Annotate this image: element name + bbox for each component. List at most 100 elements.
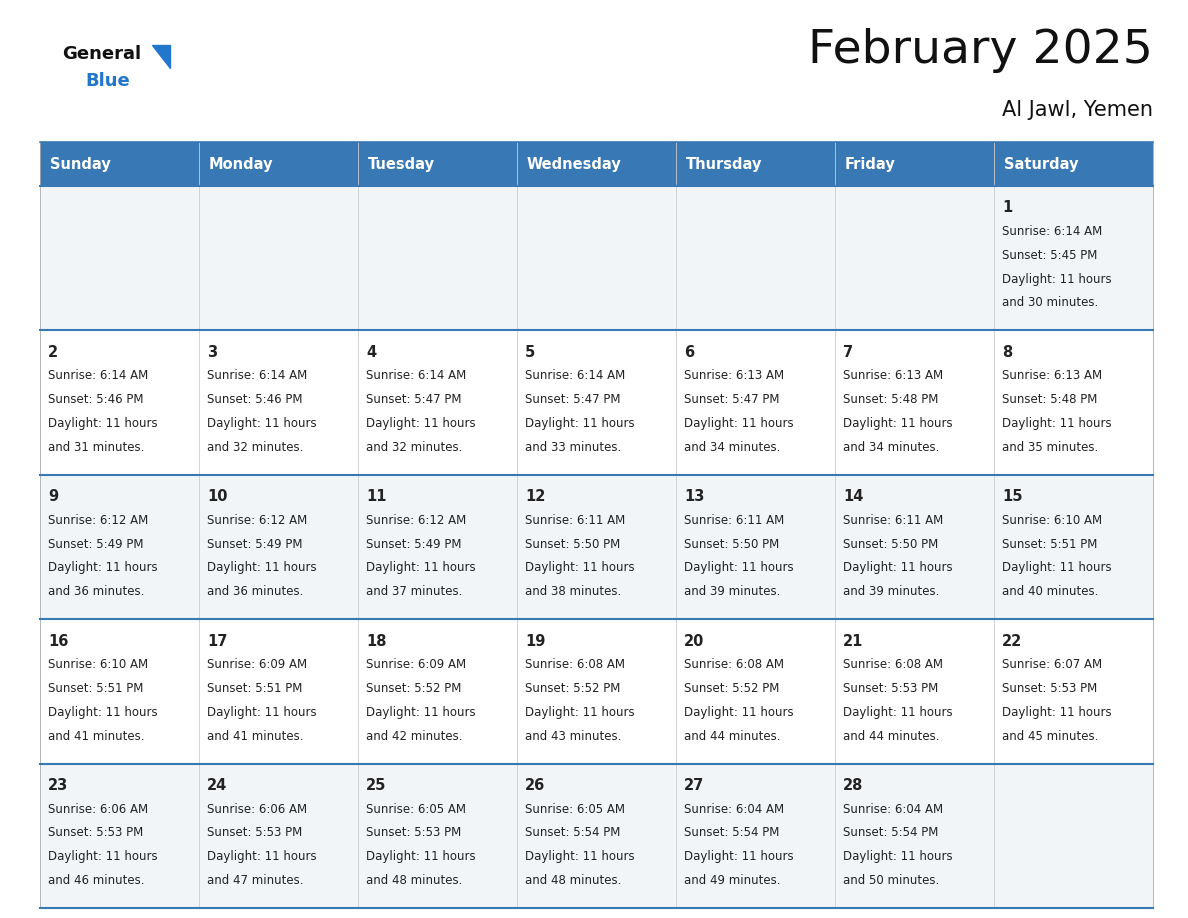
Text: and 47 minutes.: and 47 minutes.	[207, 874, 303, 887]
Bar	[994, 330, 1154, 475]
Bar	[40, 620, 200, 764]
Bar	[676, 142, 835, 186]
Bar	[517, 330, 676, 475]
Bar	[40, 186, 200, 330]
Text: Sunrise: 6:11 AM: Sunrise: 6:11 AM	[684, 514, 784, 527]
Text: Sunrise: 6:10 AM: Sunrise: 6:10 AM	[48, 658, 148, 671]
Text: Sunrise: 6:09 AM: Sunrise: 6:09 AM	[366, 658, 466, 671]
Text: and 36 minutes.: and 36 minutes.	[48, 586, 144, 599]
Text: Daylight: 11 hours: Daylight: 11 hours	[684, 850, 794, 863]
Text: 6: 6	[684, 345, 694, 360]
Bar	[358, 764, 517, 908]
Text: Sunset: 5:50 PM: Sunset: 5:50 PM	[525, 538, 620, 551]
Text: Daylight: 11 hours: Daylight: 11 hours	[684, 562, 794, 575]
Bar	[835, 330, 994, 475]
Text: and 42 minutes.: and 42 minutes.	[366, 730, 462, 743]
Text: and 40 minutes.: and 40 minutes.	[1001, 586, 1099, 599]
Text: Sunset: 5:51 PM: Sunset: 5:51 PM	[1001, 538, 1098, 551]
Text: and 48 minutes.: and 48 minutes.	[525, 874, 621, 887]
Text: and 45 minutes.: and 45 minutes.	[1001, 730, 1099, 743]
Bar	[358, 186, 517, 330]
Text: 2: 2	[48, 345, 58, 360]
Text: 10: 10	[207, 489, 227, 504]
Text: Sunset: 5:52 PM: Sunset: 5:52 PM	[525, 682, 620, 695]
Text: Daylight: 11 hours: Daylight: 11 hours	[525, 562, 634, 575]
Text: Daylight: 11 hours: Daylight: 11 hours	[207, 706, 316, 719]
Text: 26: 26	[525, 778, 545, 793]
Bar	[200, 620, 358, 764]
Text: and 41 minutes.: and 41 minutes.	[48, 730, 145, 743]
Text: Sunrise: 6:14 AM: Sunrise: 6:14 AM	[366, 369, 466, 383]
Bar	[200, 142, 358, 186]
Bar	[994, 186, 1154, 330]
Text: Sunrise: 6:14 AM: Sunrise: 6:14 AM	[207, 369, 308, 383]
Text: Sunrise: 6:07 AM: Sunrise: 6:07 AM	[1001, 658, 1102, 671]
Text: Daylight: 11 hours: Daylight: 11 hours	[843, 562, 953, 575]
Text: and 36 minutes.: and 36 minutes.	[207, 586, 303, 599]
Text: and 31 minutes.: and 31 minutes.	[48, 441, 144, 453]
Text: Daylight: 11 hours: Daylight: 11 hours	[843, 706, 953, 719]
Text: Sunrise: 6:13 AM: Sunrise: 6:13 AM	[1001, 369, 1102, 383]
Text: Sunrise: 6:08 AM: Sunrise: 6:08 AM	[843, 658, 943, 671]
Text: Daylight: 11 hours: Daylight: 11 hours	[366, 706, 475, 719]
Text: and 39 minutes.: and 39 minutes.	[684, 586, 781, 599]
Text: 21: 21	[843, 633, 864, 649]
Bar	[517, 764, 676, 908]
Text: Sunrise: 6:13 AM: Sunrise: 6:13 AM	[843, 369, 943, 383]
Text: Daylight: 11 hours: Daylight: 11 hours	[843, 417, 953, 430]
Text: Sunrise: 6:09 AM: Sunrise: 6:09 AM	[207, 658, 307, 671]
Text: Daylight: 11 hours: Daylight: 11 hours	[525, 417, 634, 430]
Bar	[676, 330, 835, 475]
Text: and 48 minutes.: and 48 minutes.	[366, 874, 462, 887]
Bar	[994, 475, 1154, 620]
Text: Al Jawl, Yemen: Al Jawl, Yemen	[1001, 100, 1154, 120]
Text: Monday: Monday	[209, 156, 273, 172]
Text: and 50 minutes.: and 50 minutes.	[843, 874, 940, 887]
Text: Sunset: 5:45 PM: Sunset: 5:45 PM	[1001, 249, 1098, 262]
Text: 22: 22	[1001, 633, 1022, 649]
Bar	[835, 186, 994, 330]
Text: 3: 3	[207, 345, 217, 360]
Text: Daylight: 11 hours: Daylight: 11 hours	[1001, 417, 1112, 430]
Text: Sunset: 5:49 PM: Sunset: 5:49 PM	[207, 538, 303, 551]
Bar	[517, 475, 676, 620]
Bar	[994, 764, 1154, 908]
Text: and 34 minutes.: and 34 minutes.	[843, 441, 940, 453]
Text: February 2025: February 2025	[808, 28, 1154, 73]
Text: Sunrise: 6:04 AM: Sunrise: 6:04 AM	[843, 802, 943, 815]
Bar	[517, 142, 676, 186]
Text: 27: 27	[684, 778, 704, 793]
Text: and 32 minutes.: and 32 minutes.	[207, 441, 303, 453]
Text: Daylight: 11 hours: Daylight: 11 hours	[207, 417, 316, 430]
Text: Sunrise: 6:12 AM: Sunrise: 6:12 AM	[207, 514, 308, 527]
Text: Sunrise: 6:13 AM: Sunrise: 6:13 AM	[684, 369, 784, 383]
Bar	[994, 142, 1154, 186]
Text: Sunset: 5:51 PM: Sunset: 5:51 PM	[48, 682, 144, 695]
Text: and 41 minutes.: and 41 minutes.	[207, 730, 303, 743]
Text: and 46 minutes.: and 46 minutes.	[48, 874, 145, 887]
Text: Sunset: 5:53 PM: Sunset: 5:53 PM	[843, 682, 939, 695]
Text: Daylight: 11 hours: Daylight: 11 hours	[843, 850, 953, 863]
Bar	[676, 620, 835, 764]
Text: Daylight: 11 hours: Daylight: 11 hours	[48, 417, 158, 430]
Text: 19: 19	[525, 633, 545, 649]
Text: Sunrise: 6:14 AM: Sunrise: 6:14 AM	[1001, 225, 1102, 238]
Text: Sunset: 5:47 PM: Sunset: 5:47 PM	[525, 393, 620, 406]
Text: and 49 minutes.: and 49 minutes.	[684, 874, 781, 887]
Text: and 30 minutes.: and 30 minutes.	[1001, 297, 1098, 309]
Text: Sunset: 5:48 PM: Sunset: 5:48 PM	[843, 393, 939, 406]
Text: Sunset: 5:48 PM: Sunset: 5:48 PM	[1001, 393, 1098, 406]
Text: Sunrise: 6:08 AM: Sunrise: 6:08 AM	[525, 658, 625, 671]
Text: 14: 14	[843, 489, 864, 504]
Bar	[994, 620, 1154, 764]
Text: 9: 9	[48, 489, 58, 504]
Text: Sunrise: 6:06 AM: Sunrise: 6:06 AM	[207, 802, 307, 815]
Bar	[517, 620, 676, 764]
Bar	[358, 620, 517, 764]
Text: Sunset: 5:50 PM: Sunset: 5:50 PM	[684, 538, 779, 551]
Text: Sunrise: 6:10 AM: Sunrise: 6:10 AM	[1001, 514, 1102, 527]
Text: Sunrise: 6:05 AM: Sunrise: 6:05 AM	[366, 802, 466, 815]
Bar	[200, 475, 358, 620]
Text: Sunset: 5:51 PM: Sunset: 5:51 PM	[207, 682, 302, 695]
Text: Daylight: 11 hours: Daylight: 11 hours	[684, 417, 794, 430]
